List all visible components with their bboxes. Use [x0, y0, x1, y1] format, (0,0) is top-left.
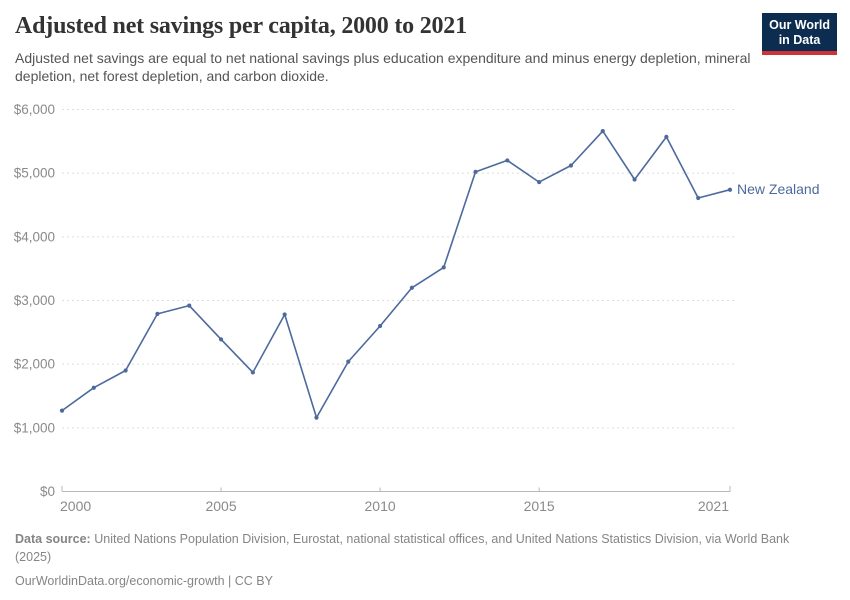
y-axis-tick-label: $6,000 [14, 102, 55, 117]
chart-header: Adjusted net savings per capita, 2000 to… [15, 13, 755, 85]
data-point-2012 [441, 265, 446, 270]
y-axis-tick-label: $5,000 [14, 166, 55, 181]
data-point-2004 [187, 303, 192, 308]
chart-footer: Data source: United Nations Population D… [15, 531, 825, 591]
data-point-2002 [123, 368, 128, 373]
data-point-2011 [409, 285, 415, 290]
data-point-2016 [568, 163, 574, 168]
data-point-2009 [346, 359, 351, 364]
data-point-2000 [59, 408, 65, 413]
data-point-2017 [600, 129, 605, 134]
data-point-2005 [218, 337, 224, 342]
x-axis-tick-label: 2000 [60, 498, 91, 514]
data-point-2014 [505, 158, 510, 163]
data-point-2020 [696, 195, 701, 201]
x-axis-tick-label: 2015 [524, 498, 555, 514]
series-line [61, 130, 731, 419]
data-point-2019 [664, 134, 669, 139]
data-source-text: United Nations Population Division, Euro… [15, 532, 790, 564]
x-axis-tick-label: 2021 [698, 498, 729, 514]
data-point-2008 [314, 415, 319, 420]
page-title: Adjusted net savings per capita, 2000 to… [15, 13, 467, 39]
data-point-2003 [155, 311, 160, 316]
data-point-2015 [537, 179, 542, 185]
data-point-2021 [727, 187, 733, 192]
owid-logo[interactable]: Our World in Data [762, 13, 837, 55]
citation-link[interactable]: OurWorldinData.org/economic-growth | CC … [15, 574, 273, 588]
data-point-2013 [473, 169, 478, 174]
y-axis-tick-label: $4,000 [14, 229, 55, 244]
data-point-2006 [250, 370, 255, 375]
x-axis-tick-label: 2005 [205, 498, 236, 514]
series-label: New Zealand [737, 181, 820, 197]
data-point-2010 [377, 323, 383, 329]
x-axis-tick-label: 2010 [365, 498, 396, 514]
data-point-2001 [91, 385, 96, 390]
y-axis-tick-label: $1,000 [14, 420, 55, 435]
y-axis-tick-label: $3,000 [14, 293, 55, 308]
data-point-2007 [282, 312, 287, 317]
owid-logo-line1: Our World [769, 18, 830, 32]
owid-logo-line2: in Data [778, 32, 821, 47]
y-axis-tick-label: $0 [40, 484, 55, 499]
data-source-label: Data source: [15, 532, 91, 546]
data-point-2018 [632, 177, 637, 182]
data-source-line: Data source: United Nations Population D… [15, 531, 825, 566]
y-axis-tick-label: $2,000 [14, 357, 55, 372]
chart-subtitle: Adjusted net savings are equal to net na… [15, 50, 751, 84]
